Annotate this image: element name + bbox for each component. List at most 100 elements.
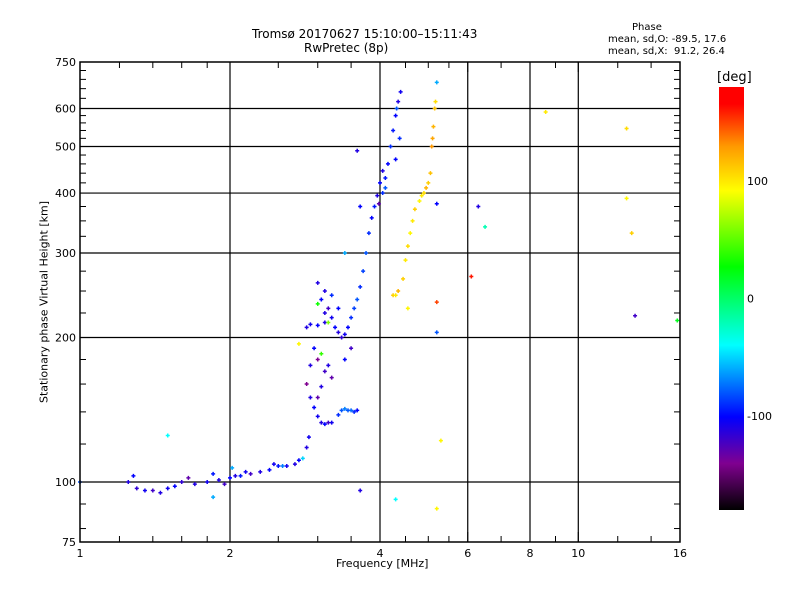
data-point bbox=[624, 196, 629, 201]
chart-title: Tromsø 20170627 15:10:00–15:11:43 bbox=[252, 27, 478, 41]
data-point bbox=[393, 157, 398, 162]
data-point bbox=[355, 297, 360, 302]
y-tick-label: 400 bbox=[55, 187, 76, 200]
data-point bbox=[380, 168, 385, 173]
data-point bbox=[312, 346, 317, 351]
colorbar bbox=[719, 87, 744, 510]
data-point bbox=[322, 310, 327, 315]
data-point bbox=[319, 384, 324, 389]
data-point bbox=[388, 144, 393, 149]
data-point bbox=[150, 488, 155, 493]
data-point bbox=[329, 315, 334, 320]
data-point bbox=[319, 420, 324, 425]
data-point bbox=[322, 369, 327, 374]
data-point bbox=[369, 215, 374, 220]
data-point bbox=[296, 341, 301, 346]
data-point bbox=[434, 330, 439, 335]
data-point bbox=[300, 456, 305, 461]
data-point bbox=[424, 185, 429, 190]
data-point bbox=[336, 306, 341, 311]
data-point bbox=[342, 251, 347, 256]
data-point bbox=[280, 463, 285, 468]
data-point bbox=[378, 180, 382, 185]
data-point bbox=[267, 467, 272, 472]
data-point bbox=[394, 106, 399, 111]
data-point bbox=[319, 351, 324, 356]
phase-title: Phase bbox=[632, 22, 662, 33]
data-point bbox=[345, 325, 350, 330]
data-point bbox=[315, 414, 320, 419]
data-point bbox=[408, 231, 413, 236]
data-point bbox=[165, 486, 170, 491]
data-point bbox=[431, 124, 436, 129]
data-point bbox=[172, 484, 177, 489]
data-point bbox=[308, 395, 313, 400]
data-point bbox=[349, 408, 354, 413]
data-point bbox=[397, 136, 402, 141]
data-point bbox=[364, 251, 369, 256]
data-point bbox=[419, 193, 424, 198]
data-point bbox=[403, 258, 408, 263]
data-point bbox=[339, 335, 344, 340]
data-point bbox=[258, 469, 263, 474]
data-point bbox=[339, 408, 344, 413]
x-tick-label: 4 bbox=[377, 547, 384, 560]
data-point bbox=[222, 482, 227, 487]
data-point bbox=[476, 204, 481, 209]
x-tick-label: 8 bbox=[527, 547, 534, 560]
data-point bbox=[326, 306, 331, 311]
data-point bbox=[405, 306, 410, 311]
data-point bbox=[405, 244, 410, 249]
data-point bbox=[355, 148, 360, 153]
data-point bbox=[315, 395, 320, 400]
data-point bbox=[329, 375, 334, 380]
data-point bbox=[315, 357, 320, 362]
data-point bbox=[308, 322, 313, 327]
data-point bbox=[342, 357, 347, 362]
colorbar-tick-label: 100 bbox=[747, 175, 768, 188]
data-point bbox=[329, 420, 334, 425]
data-point bbox=[410, 218, 415, 223]
data-point bbox=[243, 469, 248, 474]
data-point bbox=[429, 144, 434, 149]
y-tick-label: 200 bbox=[55, 332, 76, 345]
x-tick-label: 1 bbox=[77, 547, 84, 560]
data-point bbox=[336, 412, 341, 417]
data-point bbox=[211, 495, 216, 500]
data-point bbox=[230, 465, 235, 470]
data-point bbox=[358, 204, 363, 209]
data-point bbox=[434, 80, 439, 85]
data-point bbox=[131, 473, 136, 478]
data-point bbox=[438, 438, 443, 443]
data-point bbox=[292, 462, 297, 467]
data-point bbox=[326, 320, 331, 325]
data-point bbox=[380, 191, 385, 196]
data-point bbox=[179, 480, 184, 485]
data-point bbox=[469, 274, 474, 279]
colorbar-tick-label: -100 bbox=[747, 410, 772, 423]
phase-x-stats: mean, sd,X: 91.2, 26.4 bbox=[608, 46, 725, 57]
data-point bbox=[342, 406, 347, 411]
data-point bbox=[358, 284, 363, 289]
data-point bbox=[624, 126, 629, 131]
data-point bbox=[326, 420, 331, 425]
data-point bbox=[396, 289, 401, 294]
x-axis-label: Frequency [MHz] bbox=[336, 557, 429, 570]
data-point bbox=[233, 473, 238, 478]
data-point bbox=[372, 204, 377, 209]
data-point bbox=[322, 320, 327, 325]
data-point bbox=[393, 113, 398, 118]
data-point bbox=[358, 488, 363, 493]
data-point bbox=[304, 445, 309, 450]
data-point bbox=[284, 463, 289, 468]
chart-subtitle: RwPretec (8p) bbox=[304, 41, 389, 55]
data-point bbox=[304, 325, 309, 330]
data-point bbox=[276, 463, 281, 468]
data-point bbox=[417, 199, 422, 204]
data-point bbox=[401, 276, 406, 281]
data-point bbox=[349, 315, 354, 320]
data-point bbox=[192, 482, 197, 487]
data-point bbox=[216, 477, 221, 482]
data-point bbox=[393, 497, 398, 502]
